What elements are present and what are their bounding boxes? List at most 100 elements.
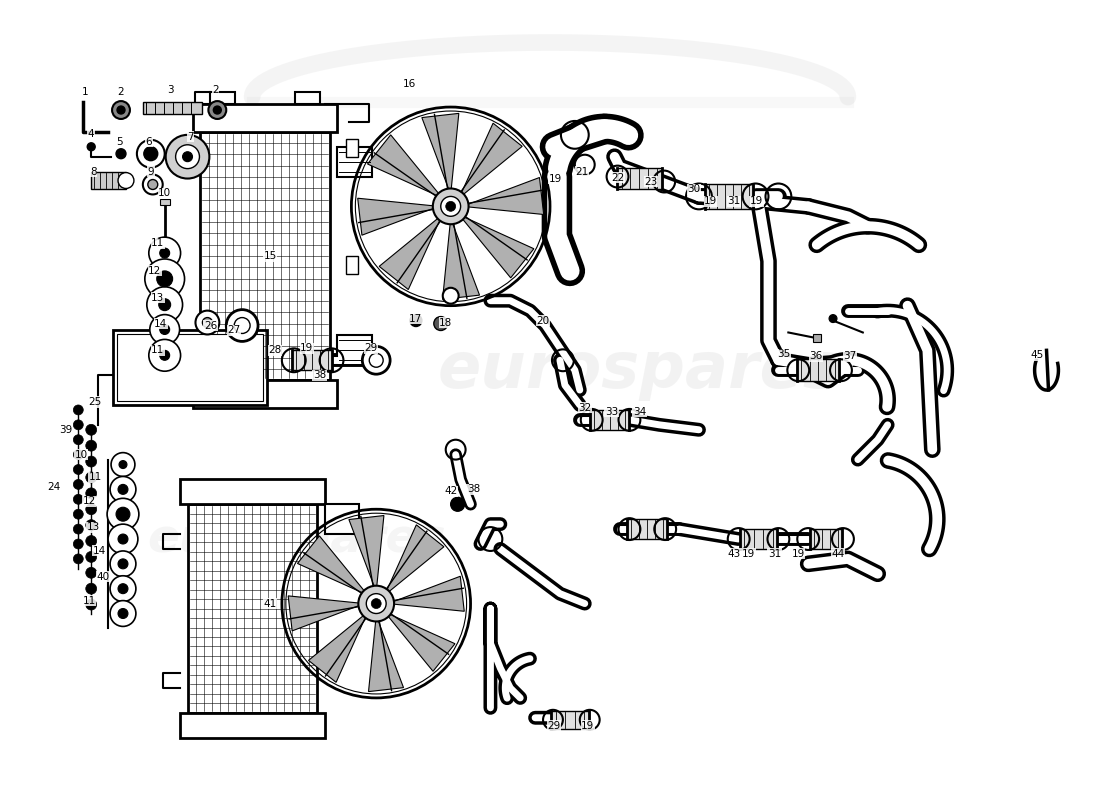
- Circle shape: [183, 152, 192, 162]
- Circle shape: [410, 314, 422, 326]
- Polygon shape: [459, 123, 522, 198]
- Text: 13: 13: [87, 522, 100, 532]
- Bar: [187, 504, 317, 713]
- Circle shape: [86, 504, 97, 514]
- Bar: [705, 183, 752, 210]
- Circle shape: [118, 485, 128, 494]
- Circle shape: [74, 539, 84, 549]
- Text: 19: 19: [750, 196, 763, 206]
- Text: 21: 21: [575, 166, 589, 177]
- Text: 30: 30: [688, 185, 701, 194]
- Circle shape: [116, 507, 130, 521]
- Circle shape: [107, 498, 139, 530]
- Text: 29: 29: [548, 721, 561, 730]
- Circle shape: [86, 551, 97, 562]
- Circle shape: [146, 286, 183, 322]
- Text: 19: 19: [300, 343, 313, 354]
- Circle shape: [143, 174, 163, 194]
- Circle shape: [110, 477, 136, 502]
- Circle shape: [118, 173, 134, 189]
- Text: 4: 4: [88, 129, 95, 139]
- Circle shape: [433, 317, 448, 330]
- Polygon shape: [459, 214, 534, 278]
- Text: 16: 16: [403, 79, 416, 90]
- Bar: [210, 92, 235, 104]
- Text: 28: 28: [268, 346, 282, 355]
- Circle shape: [176, 145, 199, 169]
- Bar: [143, 102, 202, 114]
- Bar: [179, 479, 324, 504]
- Text: 32: 32: [579, 403, 592, 413]
- Bar: [192, 104, 338, 132]
- Polygon shape: [358, 198, 439, 235]
- Polygon shape: [349, 515, 384, 592]
- Circle shape: [86, 488, 97, 499]
- Circle shape: [74, 494, 84, 504]
- Circle shape: [74, 524, 84, 534]
- Circle shape: [157, 271, 173, 286]
- Circle shape: [432, 189, 469, 224]
- Circle shape: [829, 314, 837, 322]
- Text: 3: 3: [167, 85, 174, 95]
- Text: 45: 45: [1030, 350, 1043, 360]
- Circle shape: [160, 350, 169, 360]
- Text: 13: 13: [151, 293, 164, 302]
- Bar: [91, 171, 127, 190]
- Polygon shape: [388, 576, 464, 611]
- Circle shape: [144, 146, 157, 161]
- Circle shape: [86, 472, 97, 483]
- Text: 41: 41: [263, 598, 276, 609]
- Bar: [551, 711, 588, 729]
- Circle shape: [118, 534, 128, 544]
- Circle shape: [160, 325, 169, 334]
- Circle shape: [86, 424, 97, 435]
- Circle shape: [118, 609, 128, 618]
- Circle shape: [86, 599, 97, 610]
- Circle shape: [86, 456, 97, 467]
- Circle shape: [442, 288, 459, 304]
- Bar: [739, 529, 778, 549]
- Circle shape: [147, 179, 157, 190]
- Circle shape: [446, 202, 455, 211]
- Bar: [192, 380, 338, 408]
- Text: 18: 18: [439, 318, 452, 327]
- Text: 38: 38: [314, 370, 327, 380]
- Bar: [117, 334, 263, 401]
- Circle shape: [441, 197, 461, 216]
- Text: 2: 2: [118, 87, 124, 97]
- Text: 24: 24: [47, 482, 60, 492]
- Circle shape: [74, 405, 84, 415]
- Text: 36: 36: [810, 351, 823, 362]
- Text: 34: 34: [632, 407, 646, 417]
- Text: 25: 25: [89, 397, 102, 407]
- Text: 17: 17: [409, 314, 422, 323]
- Polygon shape: [367, 135, 442, 198]
- Bar: [324, 504, 360, 534]
- Circle shape: [117, 106, 125, 114]
- Circle shape: [74, 465, 84, 474]
- Polygon shape: [385, 612, 455, 671]
- Bar: [295, 92, 320, 104]
- Text: eurospares: eurospares: [147, 517, 447, 562]
- Bar: [617, 168, 662, 190]
- Circle shape: [74, 450, 84, 459]
- Text: 6: 6: [145, 137, 152, 147]
- Circle shape: [87, 142, 96, 150]
- Bar: [813, 334, 821, 342]
- Circle shape: [160, 248, 169, 258]
- Text: 37: 37: [844, 351, 857, 362]
- Text: 19: 19: [581, 721, 594, 730]
- Text: 19: 19: [704, 196, 717, 206]
- Bar: [811, 529, 842, 549]
- Circle shape: [148, 339, 180, 371]
- Circle shape: [234, 318, 250, 334]
- Text: 10: 10: [158, 189, 172, 198]
- Text: 38: 38: [466, 484, 481, 494]
- Bar: [338, 335, 372, 366]
- Circle shape: [86, 535, 97, 546]
- Polygon shape: [288, 596, 364, 631]
- Text: 10: 10: [75, 450, 88, 460]
- Circle shape: [150, 314, 179, 344]
- Bar: [346, 139, 359, 157]
- Circle shape: [148, 237, 180, 269]
